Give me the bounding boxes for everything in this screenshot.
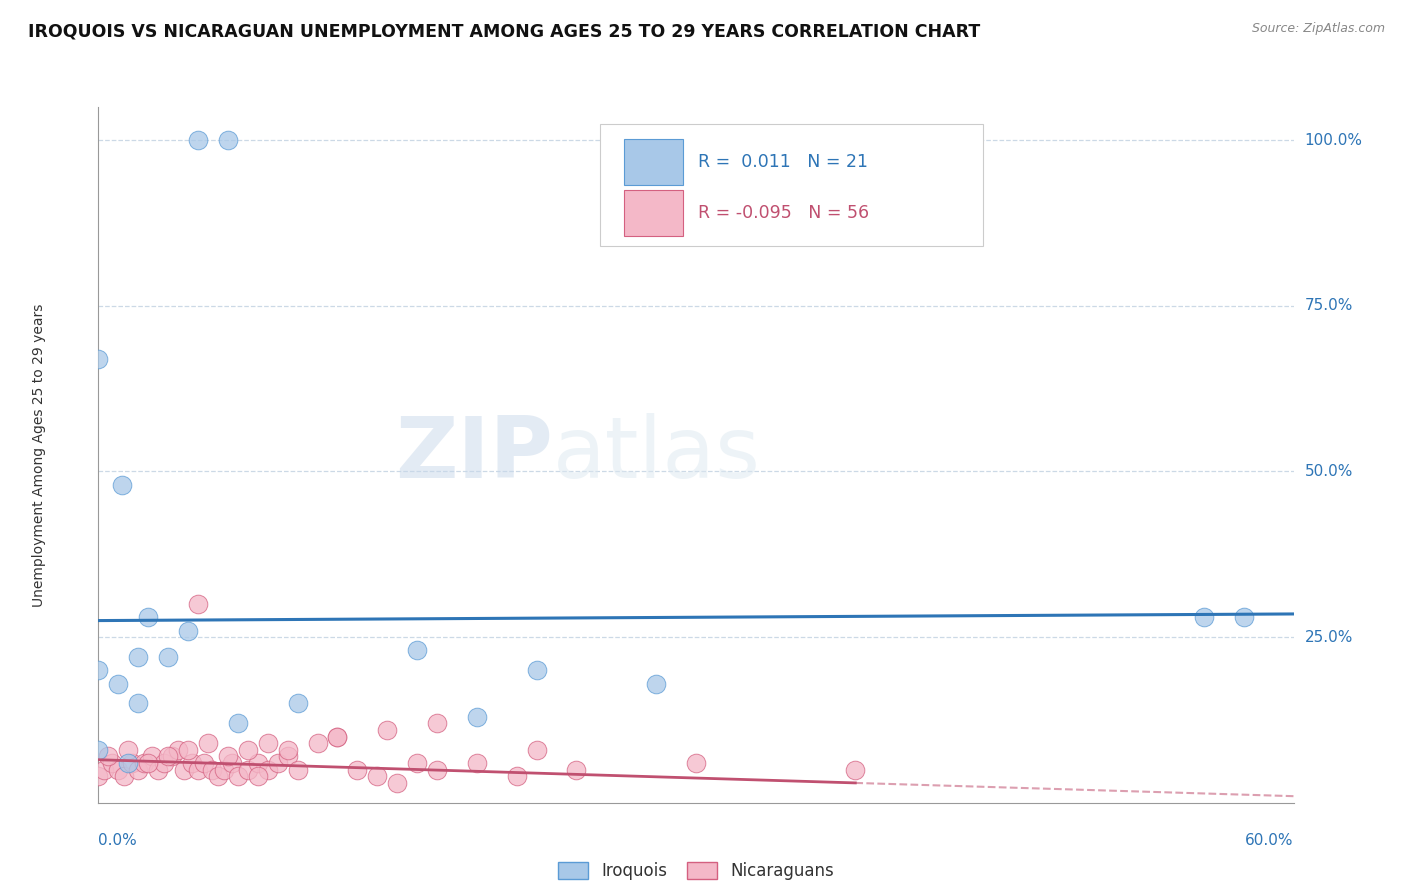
Point [181,756,204,770]
Point [153,756,176,770]
Point [112,769,135,783]
Point [366,769,388,783]
Point [346,763,368,777]
Point [465,709,488,723]
Point [87,743,110,757]
Point [101,756,124,770]
Point [177,624,200,638]
Text: R = -0.095   N = 56: R = -0.095 N = 56 [699,203,869,222]
Point [148,763,170,777]
Point [246,769,269,783]
Point [127,763,149,777]
Point [111,477,134,491]
Point [256,763,278,777]
Text: Unemployment Among Ages 25 to 29 years: Unemployment Among Ages 25 to 29 years [32,303,45,607]
Point [246,756,269,770]
Text: Source: ZipAtlas.com: Source: ZipAtlas.com [1251,22,1385,36]
Point [97,749,120,764]
Point [1233,610,1256,624]
Point [326,730,349,744]
Point [326,730,349,744]
Point [217,133,239,147]
Point [465,756,488,770]
Point [426,716,449,731]
Point [167,743,190,757]
Text: atlas: atlas [553,413,761,497]
Point [277,749,299,764]
Point [134,756,156,770]
Text: ZIP: ZIP [395,413,553,497]
Point [212,763,235,777]
Point [645,676,668,690]
FancyBboxPatch shape [624,190,683,235]
Point [287,697,309,711]
Point [406,643,429,657]
Point [187,133,209,147]
Point [136,610,159,624]
Text: 75.0%: 75.0% [1305,298,1353,313]
Text: R =  0.011   N = 21: R = 0.011 N = 21 [699,153,869,171]
Text: 60.0%: 60.0% [1246,833,1294,848]
Point [236,763,259,777]
Point [177,743,200,757]
Text: IROQUOIS VS NICARAGUAN UNEMPLOYMENT AMONG AGES 25 TO 29 YEARS CORRELATION CHART: IROQUOIS VS NICARAGUAN UNEMPLOYMENT AMON… [28,22,980,40]
Point [426,763,449,777]
Point [127,650,149,665]
Legend: Iroquois, Nicaraguans: Iroquois, Nicaraguans [550,854,842,888]
Point [117,756,139,770]
Point [193,756,215,770]
Point [87,351,110,366]
Point [93,763,115,777]
Point [685,756,707,770]
Point [217,749,239,764]
Point [1192,610,1215,624]
Point [157,650,180,665]
Text: 50.0%: 50.0% [1305,464,1353,479]
Point [160,749,183,764]
Point [221,756,243,770]
Point [267,756,290,770]
Point [256,736,278,750]
Point [107,763,129,777]
Point [136,756,159,770]
Point [226,769,249,783]
Point [207,769,229,783]
Point [844,763,866,777]
Point [506,769,529,783]
Point [526,663,548,677]
Point [385,776,409,790]
Text: 25.0%: 25.0% [1305,630,1353,645]
Point [201,763,224,777]
Point [565,763,588,777]
Point [117,743,139,757]
Point [307,736,329,750]
Point [197,736,219,750]
FancyBboxPatch shape [624,139,683,185]
Point [187,763,209,777]
Point [87,663,110,677]
Point [236,743,259,757]
Point [287,763,309,777]
Point [173,763,195,777]
Point [87,769,110,783]
Point [526,743,548,757]
Point [277,743,299,757]
Point [141,749,163,764]
Point [121,756,143,770]
Point [406,756,429,770]
Point [107,676,129,690]
Point [157,749,180,764]
Point [226,716,249,731]
Point [187,597,209,611]
Point [375,723,398,737]
Text: 100.0%: 100.0% [1305,133,1362,148]
Point [127,697,149,711]
FancyBboxPatch shape [600,125,983,246]
Text: 0.0%: 0.0% [98,833,138,848]
